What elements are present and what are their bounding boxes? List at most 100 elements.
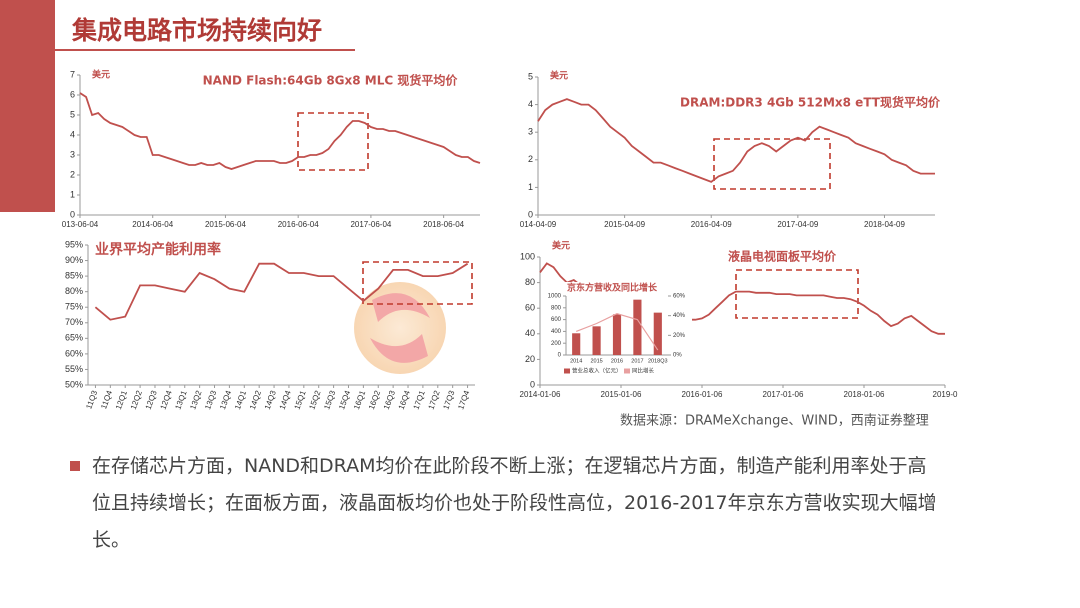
chart-title: DRAM:DDR3 4Gb 512Mx8 eTT现货平均价	[680, 95, 941, 110]
x-tick-label: 13Q3	[203, 389, 218, 411]
x-tick-label: 15Q2	[307, 389, 322, 411]
y-tick-label: 40	[525, 328, 535, 338]
y-tick-label: 65%	[65, 333, 83, 343]
side-band	[0, 0, 55, 212]
y-tick-label: 1	[70, 189, 75, 199]
y-tick-label: 60	[525, 303, 535, 313]
y-tick-label: 3	[70, 149, 75, 159]
y-tick-label: 7	[70, 69, 75, 79]
x-tick-label: 14Q3	[263, 389, 278, 411]
x-tick-label: 2016	[611, 358, 623, 364]
logo	[354, 282, 446, 374]
x-tick-label: 2019-0	[933, 390, 958, 399]
y-tick-label: 0	[70, 209, 75, 219]
data-line	[537, 98, 935, 183]
y-tick-label: 70%	[65, 317, 83, 327]
y-tick-label: 55%	[65, 364, 83, 374]
x-tick-label: 2017-04-09	[777, 220, 818, 229]
x-tick-label: 013-06-04	[62, 220, 99, 229]
x-tick-label: 11Q3	[84, 389, 99, 410]
data-line	[79, 92, 481, 170]
x-tick-label: 13Q2	[188, 389, 203, 411]
bullet-text: 在存储芯片方面，NAND和DRAM均价在此阶段不断上涨；在逻辑芯片方面，制造产能…	[92, 455, 937, 551]
x-tick-label: 2018-04-09	[864, 220, 905, 229]
x-tick-label: 11Q4	[99, 389, 114, 410]
x-tick-label: 16Q2	[367, 389, 382, 411]
y-tick-label: 6	[70, 89, 75, 99]
x-tick-label: 17Q2	[426, 389, 441, 411]
x-tick-label: 15Q1	[293, 389, 308, 411]
bar	[592, 326, 601, 355]
y-tick-label: 75%	[65, 302, 83, 312]
y-tick-label: 40%	[673, 313, 686, 319]
x-tick-label: 17Q3	[441, 389, 456, 411]
y-tick-label: 2	[70, 169, 75, 179]
x-tick-label: 2014-06-04	[132, 220, 173, 229]
x-tick-label: 16Q3	[382, 389, 397, 411]
source-note: 数据来源：DRAMeXchange、WIND，西南证券整理	[620, 413, 929, 429]
bar	[572, 333, 581, 355]
x-tick-label: 2018-06-04	[423, 220, 464, 229]
x-tick-label: 16Q1	[352, 389, 367, 411]
x-tick-label: 2016-04-09	[691, 220, 732, 229]
y-tick-label: 4	[528, 99, 533, 109]
x-tick-label: 13Q1	[173, 389, 188, 411]
chart-title: 业界平均产能利用率	[95, 241, 221, 258]
chart-title: 液晶电视面板平均价	[728, 249, 837, 264]
x-tick-label: 2016-06-04	[278, 220, 319, 229]
x-tick-label: 2016-01-06	[682, 390, 723, 399]
y-tick-label: 400	[551, 329, 562, 335]
x-tick-label: 15Q4	[337, 389, 352, 411]
x-tick-label: 14Q1	[233, 389, 248, 411]
x-tick-label: 14Q2	[248, 389, 263, 411]
y-tick-label: 20	[525, 354, 535, 364]
x-tick-label: 12Q4	[159, 389, 174, 411]
x-tick-label: 12Q3	[144, 389, 159, 411]
x-tick-label: 2017	[631, 358, 643, 364]
x-tick-label: 16Q4	[397, 389, 412, 411]
y-tick-label: 80%	[65, 286, 83, 296]
legend-label: 营业总收入（亿元）	[572, 367, 622, 375]
growth-line	[575, 313, 659, 351]
y-unit-label: 美元	[92, 69, 110, 81]
bar	[633, 299, 642, 355]
x-tick-label: 2015	[590, 358, 602, 364]
y-tick-label: 3	[528, 127, 533, 137]
y-tick-label: 0	[528, 209, 533, 219]
y-tick-label: 1000	[548, 294, 562, 300]
y-unit-label: 美元	[550, 70, 568, 82]
y-tick-label: 4	[70, 129, 75, 139]
x-tick-label: 15Q3	[322, 389, 337, 411]
x-tick-label: 17Q1	[412, 389, 427, 411]
y-tick-label: 60%	[673, 294, 686, 300]
legend-swatch	[564, 368, 570, 374]
x-tick-label: 12Q2	[129, 389, 144, 411]
x-tick-label: 2014-01-06	[520, 390, 561, 399]
x-tick-label: 2018-01-06	[844, 390, 885, 399]
x-tick-label: 2014	[570, 358, 582, 364]
y-tick-label: 20%	[673, 333, 686, 339]
highlight-boxes	[297, 112, 859, 319]
y-unit-label: 美元	[552, 240, 570, 252]
y-tick-label: 2	[528, 154, 533, 164]
y-tick-label: 0%	[673, 353, 682, 359]
y-tick-label: 95%	[65, 239, 83, 249]
y-tick-label: 1	[528, 182, 533, 192]
y-tick-label: 800	[551, 305, 562, 311]
x-tick-label: 13Q4	[218, 389, 233, 411]
data-line	[94, 262, 469, 321]
chart-title: 京东方营收及同比增长	[567, 282, 658, 294]
chart-title: NAND Flash:64Gb 8Gx8 MLC 现货平均价	[203, 73, 459, 88]
y-tick-label: 100	[520, 251, 535, 261]
y-tick-label: 80	[525, 277, 535, 287]
y-tick-label: 0	[558, 353, 562, 359]
x-tick-label: 014-04-09	[520, 220, 557, 229]
x-tick-label: 2018Q3	[648, 358, 668, 364]
bullet-marker	[70, 461, 80, 471]
y-tick-label: 90%	[65, 255, 83, 265]
x-tick-label: 2017-06-04	[350, 220, 391, 229]
y-tick-label: 5	[528, 71, 533, 81]
bar	[653, 312, 662, 355]
slide-title: 集成电路市场持续向好	[71, 16, 322, 45]
